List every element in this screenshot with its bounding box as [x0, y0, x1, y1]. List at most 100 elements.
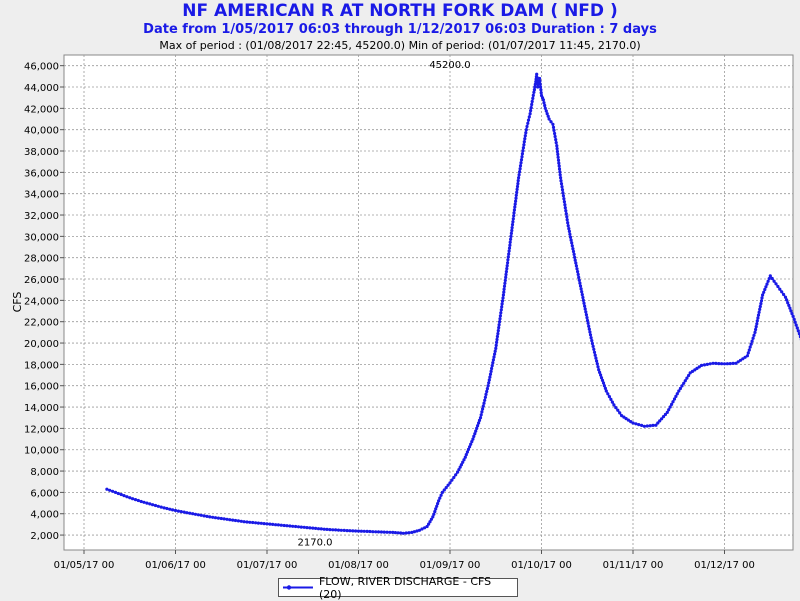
flow-data-point	[489, 373, 492, 376]
flow-data-point	[487, 381, 490, 384]
flow-data-point	[780, 290, 783, 293]
flow-data-point	[231, 519, 234, 522]
flow-data-point	[145, 502, 148, 505]
flow-data-point	[795, 324, 798, 327]
flow-data-point	[771, 277, 774, 280]
flow-data-point	[666, 411, 669, 414]
flow-data-point	[756, 319, 759, 322]
flow-data-point	[508, 247, 511, 250]
legend-label: FLOW, RIVER DISCHARGE - CFS (20)	[319, 575, 517, 601]
flow-data-point	[539, 83, 542, 86]
flow-data-point	[148, 502, 151, 505]
flow-data-point	[437, 499, 440, 502]
flow-data-point	[486, 387, 489, 390]
flow-data-point	[311, 527, 314, 530]
flow-data-point	[265, 522, 268, 525]
flow-data-point	[512, 214, 515, 217]
flow-data-point	[510, 232, 513, 235]
flow-data-point	[581, 296, 584, 299]
flow-data-point	[726, 362, 729, 365]
flow-data-point	[488, 378, 491, 381]
flow-data-point	[360, 530, 363, 533]
flow-data-point	[548, 117, 551, 120]
flow-data-point	[521, 152, 524, 155]
y-tick-label: 20,000	[24, 339, 59, 350]
flow-data-point	[590, 339, 593, 342]
flow-data-point	[539, 88, 542, 91]
flow-data-point	[595, 359, 598, 362]
flow-data-point	[328, 528, 331, 531]
flow-data-point	[163, 506, 166, 509]
flow-data-point	[134, 498, 137, 501]
flow-data-point	[363, 530, 366, 533]
flow-data-point	[482, 402, 485, 405]
flow-data-point	[506, 261, 509, 264]
flow-data-point	[271, 523, 274, 526]
flow-data-point	[288, 524, 291, 527]
flow-data-point	[168, 508, 171, 511]
flow-data-point	[631, 421, 634, 424]
flow-data-point	[531, 100, 534, 103]
flow-data-point	[765, 283, 768, 286]
flow-data-point	[567, 224, 570, 227]
flow-data-point	[509, 235, 512, 238]
flow-data-point	[606, 392, 609, 395]
flow-data-point	[752, 337, 755, 340]
flow-data-point	[337, 529, 340, 532]
flow-data-point	[533, 85, 536, 88]
flow-data-point	[528, 115, 531, 118]
flow-data-point	[357, 530, 360, 533]
flow-data-point	[237, 519, 240, 522]
flow-data-point	[516, 185, 519, 188]
flow-data-point	[525, 125, 528, 128]
flow-data-point	[755, 325, 758, 328]
flow-data-point	[558, 164, 561, 167]
flow-data-point	[750, 343, 753, 346]
flow-data-point	[522, 146, 525, 149]
x-tick-label: 01/08/17 00	[328, 560, 389, 571]
y-tick-label: 32,000	[24, 211, 59, 222]
flow-data-point	[388, 531, 391, 534]
flow-data-point	[497, 329, 500, 332]
flow-data-point	[530, 106, 533, 109]
flow-data-point	[557, 156, 560, 159]
flow-data-point	[640, 424, 643, 427]
flow-data-point	[591, 342, 594, 345]
flow-data-point	[747, 351, 750, 354]
flow-data-point	[594, 357, 597, 360]
flow-data-point	[117, 492, 120, 495]
flow-data-point	[501, 299, 504, 302]
flow-data-point	[505, 270, 508, 273]
flow-data-point	[513, 205, 516, 208]
flow-data-point	[556, 147, 559, 150]
flow-data-point	[585, 316, 588, 319]
flow-data-point	[515, 191, 518, 194]
flow-data-point	[790, 312, 793, 315]
flow-data-point	[514, 197, 517, 200]
flow-data-point	[571, 244, 574, 247]
flow-data-point	[105, 488, 108, 491]
flow-data-point	[308, 526, 311, 529]
flow-data-point	[797, 329, 800, 332]
x-tick-label: 01/11/17 00	[603, 560, 664, 571]
flow-data-point	[564, 209, 567, 212]
flow-data-point	[593, 351, 596, 354]
y-tick-label: 26,000	[24, 275, 59, 286]
flow-data-point	[573, 253, 576, 256]
flow-data-point	[732, 362, 735, 365]
flow-data-point	[555, 144, 558, 147]
flow-data-point	[676, 392, 679, 395]
flow-data-point	[500, 308, 503, 311]
flow-data-point	[565, 215, 568, 218]
flow-data-point	[191, 512, 194, 515]
flow-data-point	[225, 518, 228, 521]
flow-data-point	[522, 143, 525, 146]
flow-data-point	[570, 241, 573, 244]
flow-data-point	[452, 476, 455, 479]
flow-data-point	[325, 528, 328, 531]
flow-data-point	[709, 362, 712, 365]
flow-data-point	[494, 347, 497, 350]
flow-data-point	[501, 296, 504, 299]
flow-data-point	[481, 407, 484, 410]
flow-data-point	[305, 526, 308, 529]
